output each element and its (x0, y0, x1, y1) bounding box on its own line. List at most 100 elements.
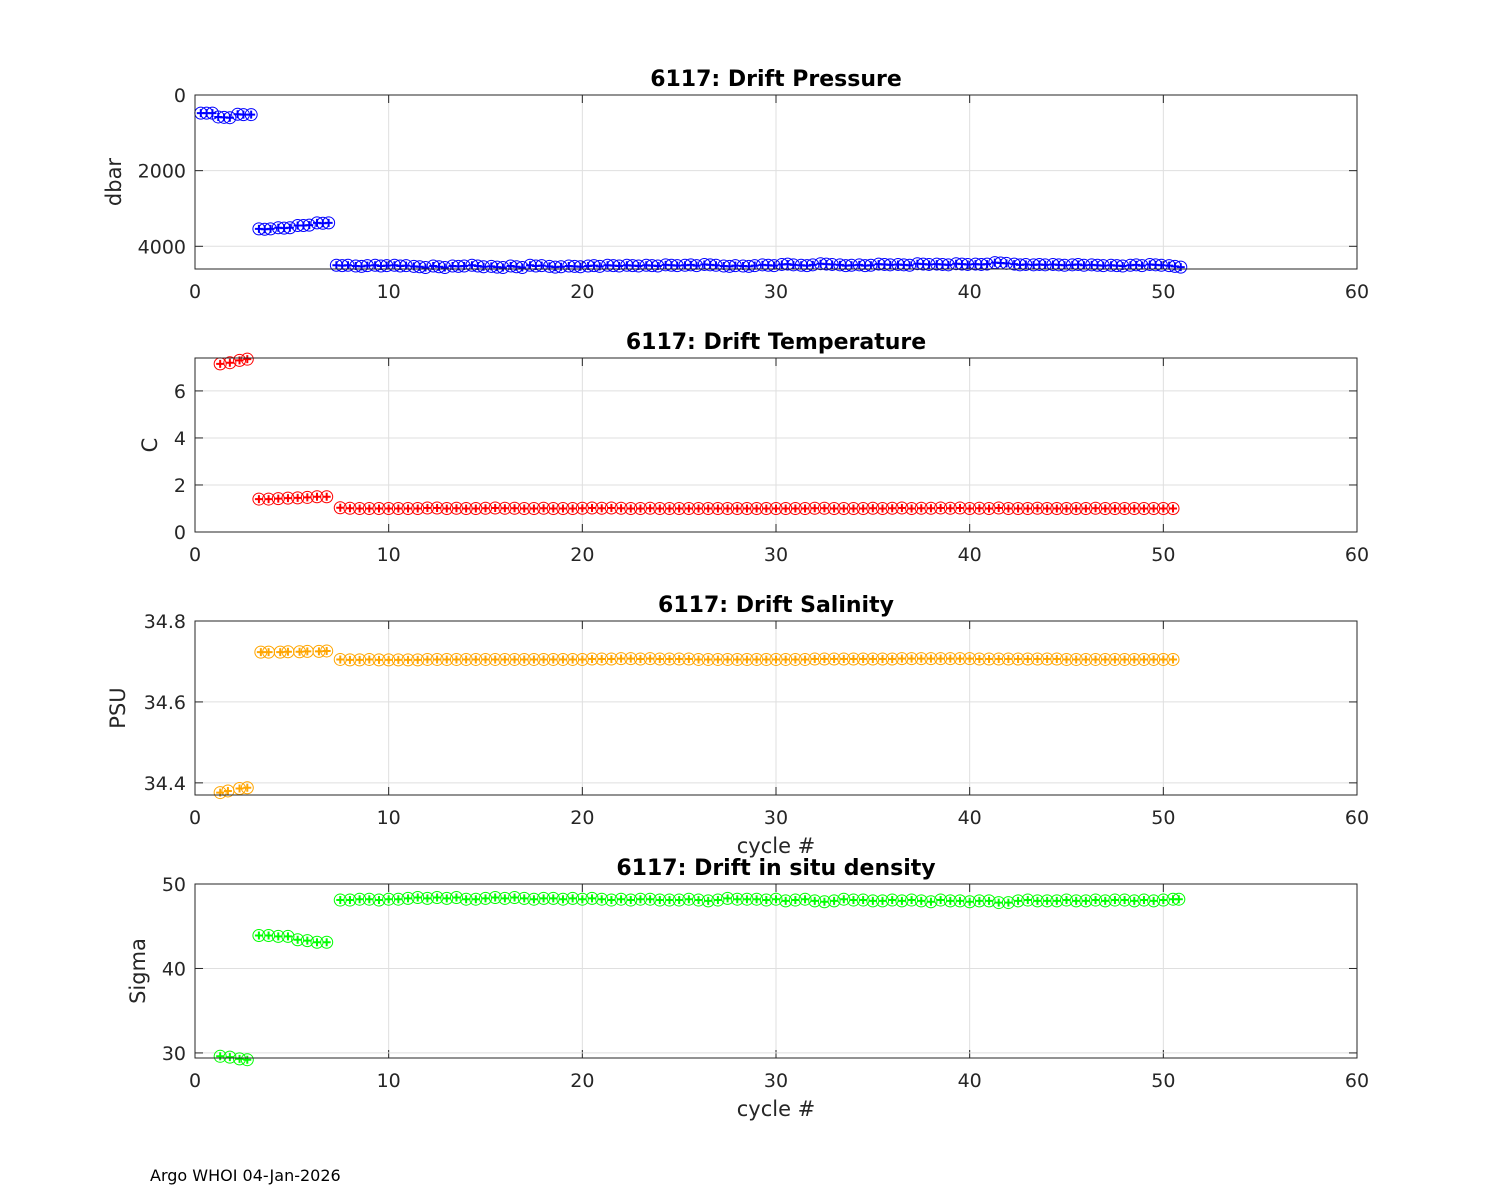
chart-panel-3: 0 10 20 30 40 50 60 34.4 34.6 34.8 6117: Drift Sal… (106, 593, 1369, 858)
data-point (682, 892, 696, 906)
chart-title: 6117: Drift Pressure (650, 67, 902, 92)
y-tick-label: 4000 (138, 236, 186, 258)
data-point (252, 492, 266, 506)
y-tick-label: 6 (174, 381, 186, 403)
data-point (750, 652, 764, 666)
x-tick-label: 30 (764, 281, 788, 303)
x-axis-label: cycle # (737, 834, 816, 858)
data-point (262, 645, 276, 659)
data-point (653, 652, 667, 666)
x-tick-label: 40 (958, 1070, 982, 1092)
data-point (798, 892, 812, 906)
chart-panel-1: 0 10 20 30 40 50 60 0 2000 4000 6117: Drift Pressu… (102, 67, 1369, 303)
x-tick-label: 20 (570, 544, 594, 566)
data-point (817, 895, 831, 909)
data-point (1172, 892, 1186, 906)
data-point (767, 259, 781, 273)
data-point (300, 490, 314, 504)
x-tick-label: 50 (1151, 1070, 1175, 1092)
data-point (320, 935, 334, 949)
data-point (827, 894, 841, 908)
data-point (711, 652, 725, 666)
data-point (903, 258, 917, 272)
data-point (1166, 501, 1180, 515)
data-point (982, 894, 996, 908)
axes-box (194, 620, 1358, 796)
data-point (750, 892, 764, 906)
data-point (953, 652, 967, 666)
y-tick-label: 2 (174, 475, 186, 497)
x-tick-label: 50 (1151, 544, 1175, 566)
x-tick-label: 10 (377, 544, 401, 566)
x-axis-label: cycle # (737, 1097, 816, 1121)
y-tick-label: 34.6 (144, 692, 186, 714)
chart-title: 6117: Drift in situ density (616, 856, 935, 881)
y-axis-label: C (138, 438, 162, 453)
y-axis-label: PSU (106, 687, 130, 728)
data-point (322, 216, 336, 230)
x-tick-label: 60 (1345, 544, 1369, 566)
data-point (866, 652, 880, 666)
data-point (769, 501, 783, 515)
data-point (980, 257, 994, 271)
data-point (924, 895, 938, 909)
x-tick-label: 0 (189, 807, 201, 829)
data-point (864, 258, 878, 272)
data-point (240, 352, 254, 366)
y-tick-label: 4 (174, 428, 186, 450)
x-tick-label: 30 (764, 1070, 788, 1092)
x-tick-label: 60 (1345, 1070, 1369, 1092)
y-tick-label: 30 (162, 1043, 186, 1065)
data-point (418, 260, 432, 274)
x-tick-label: 0 (189, 281, 201, 303)
x-tick-label: 40 (958, 544, 982, 566)
data-point (281, 929, 295, 943)
data-point (1050, 501, 1064, 515)
footer-credit: Argo WHOI 04-Jan-2026 (150, 1166, 341, 1185)
data-point (233, 1052, 247, 1066)
y-tick-label: 0 (174, 85, 186, 107)
data-point (1001, 896, 1015, 910)
data-point (320, 490, 334, 504)
data-point (449, 891, 463, 905)
x-tick-label: 40 (958, 807, 982, 829)
chart-title: 6117: Drift Temperature (626, 330, 926, 355)
data-point (240, 1053, 254, 1067)
y-tick-label: 50 (162, 874, 186, 896)
chart-panel-2: 0 10 20 30 40 50 60 0 2 4 6 6117: Drift Temperature… (138, 330, 1369, 566)
data-point (438, 260, 452, 274)
axes-box (194, 357, 1358, 533)
data-point (1135, 259, 1149, 273)
y-axis-label: dbar (102, 158, 126, 207)
data-point (806, 258, 820, 272)
x-tick-label: 60 (1345, 281, 1369, 303)
x-tick-label: 0 (189, 544, 201, 566)
y-tick-label: 34.4 (144, 773, 186, 795)
data-point (924, 652, 938, 666)
x-tick-label: 60 (1345, 807, 1369, 829)
data-point (769, 892, 783, 906)
y-axis-label: Sigma (126, 938, 150, 1004)
x-tick-label: 20 (570, 807, 594, 829)
data-point (595, 501, 609, 515)
x-tick-label: 10 (377, 807, 401, 829)
data-point (223, 356, 237, 370)
data-point (1174, 260, 1188, 274)
data-point (941, 258, 955, 272)
y-tick-label: 40 (162, 958, 186, 980)
data-point (291, 491, 305, 505)
x-tick-label: 20 (570, 1070, 594, 1092)
data-point (517, 891, 531, 905)
chart-title: 6117: Drift Salinity (658, 593, 894, 618)
axes-box (194, 94, 1358, 270)
x-tick-label: 20 (570, 281, 594, 303)
data-point (223, 1050, 237, 1064)
chart-panel-4: 0 10 20 30 40 50 60 30 40 50 6117: Drift in situ d… (126, 856, 1369, 1121)
x-tick-label: 40 (958, 281, 982, 303)
data-point (240, 781, 254, 795)
data-point (300, 934, 314, 948)
data-point (244, 108, 258, 122)
data-point (262, 929, 276, 943)
axes-box (194, 883, 1358, 1059)
